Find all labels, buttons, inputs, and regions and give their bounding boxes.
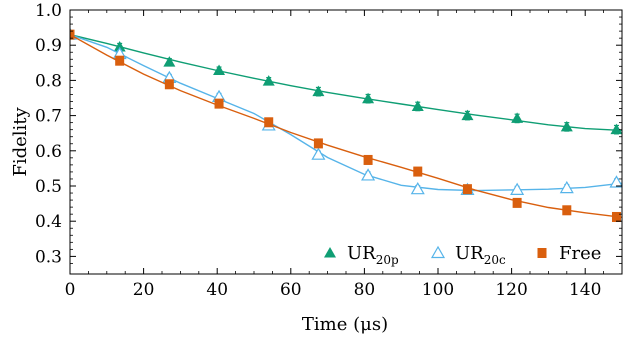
fit-line-ur20c <box>70 33 622 192</box>
y-tick-label: 0.7 <box>35 107 62 127</box>
data-point-ur20c <box>510 182 525 195</box>
data-point-ur20c <box>559 180 574 194</box>
x-axis-title: Time (μs) <box>302 314 388 335</box>
data-point-free <box>363 154 373 165</box>
axes: 0 20 40 60 80 100 120 140 0.3 0.4 0.5 0.6 0.7 0.8 0.9 1… <box>35 1 623 300</box>
data-point-ur20p <box>411 100 424 111</box>
data-point-ur20p <box>262 75 275 86</box>
legend-label-ur20c: UR20c <box>455 243 506 267</box>
legend-item-ur20c: UR20c <box>430 243 506 267</box>
plot-area <box>70 27 622 222</box>
data-point-ur20p <box>213 64 226 76</box>
y-tick-label: 1.0 <box>35 1 62 21</box>
data-point-free <box>462 184 472 195</box>
data-point-ur20p <box>610 123 622 135</box>
data-point-ur20c <box>609 175 622 188</box>
plot-marks <box>70 27 622 222</box>
y-tick-label: 0.3 <box>35 247 62 267</box>
legend-marker-free <box>537 248 547 258</box>
y-axis-title: Fidelity <box>10 107 31 177</box>
x-tick-label: 60 <box>280 280 302 300</box>
x-tick-label: 40 <box>206 280 228 300</box>
data-point-ur20c <box>361 168 376 181</box>
data-point-ur20c <box>311 147 326 160</box>
data-point-free <box>562 205 572 216</box>
data-point-ur20p <box>312 85 325 97</box>
data-point-ur20p <box>560 120 573 132</box>
x-tick-label: 80 <box>354 280 376 300</box>
data-point-free <box>70 29 75 40</box>
y-tick-label: 0.4 <box>35 212 62 232</box>
data-point-free <box>214 98 224 109</box>
legend-marker-ur20p <box>324 247 336 258</box>
y-tick-label: 0.5 <box>35 177 62 197</box>
y-tick-label: 0.6 <box>35 142 62 162</box>
data-point-free <box>115 55 125 66</box>
x-tick-label: 0 <box>65 280 76 300</box>
data-point-ur20p <box>362 92 375 104</box>
data-point-free <box>164 79 174 90</box>
legend-item-free: Free <box>537 243 601 264</box>
x-tick-label: 20 <box>133 280 155 300</box>
legend-item-ur20p: UR20p <box>324 243 399 267</box>
x-tick-label: 100 <box>422 280 454 300</box>
legend: UR20p UR20c Free <box>324 243 601 267</box>
fit-line-ur20p <box>70 33 622 132</box>
y-tick-label: 0.8 <box>35 71 62 91</box>
legend-marker-ur20c <box>430 245 446 259</box>
fit-line-free <box>70 33 622 218</box>
data-point-ur20p <box>163 56 176 67</box>
data-point-free <box>611 211 621 222</box>
data-point-ur20p <box>113 40 126 52</box>
data-point-free <box>512 197 522 208</box>
data-point-ur20p <box>511 112 524 123</box>
x-tick-label: 120 <box>495 280 527 300</box>
data-point-ur20c <box>410 181 425 195</box>
legend-label-ur20p: UR20p <box>347 243 399 267</box>
data-point-free <box>264 117 274 128</box>
data-point-free <box>313 138 323 149</box>
legend-label-free: Free <box>559 243 601 264</box>
data-point-ur20p <box>461 109 474 121</box>
x-tick-label: 140 <box>569 280 601 300</box>
data-point-free <box>413 166 423 177</box>
plot-frame <box>69 9 623 275</box>
y-tick-label: 0.9 <box>35 36 62 56</box>
